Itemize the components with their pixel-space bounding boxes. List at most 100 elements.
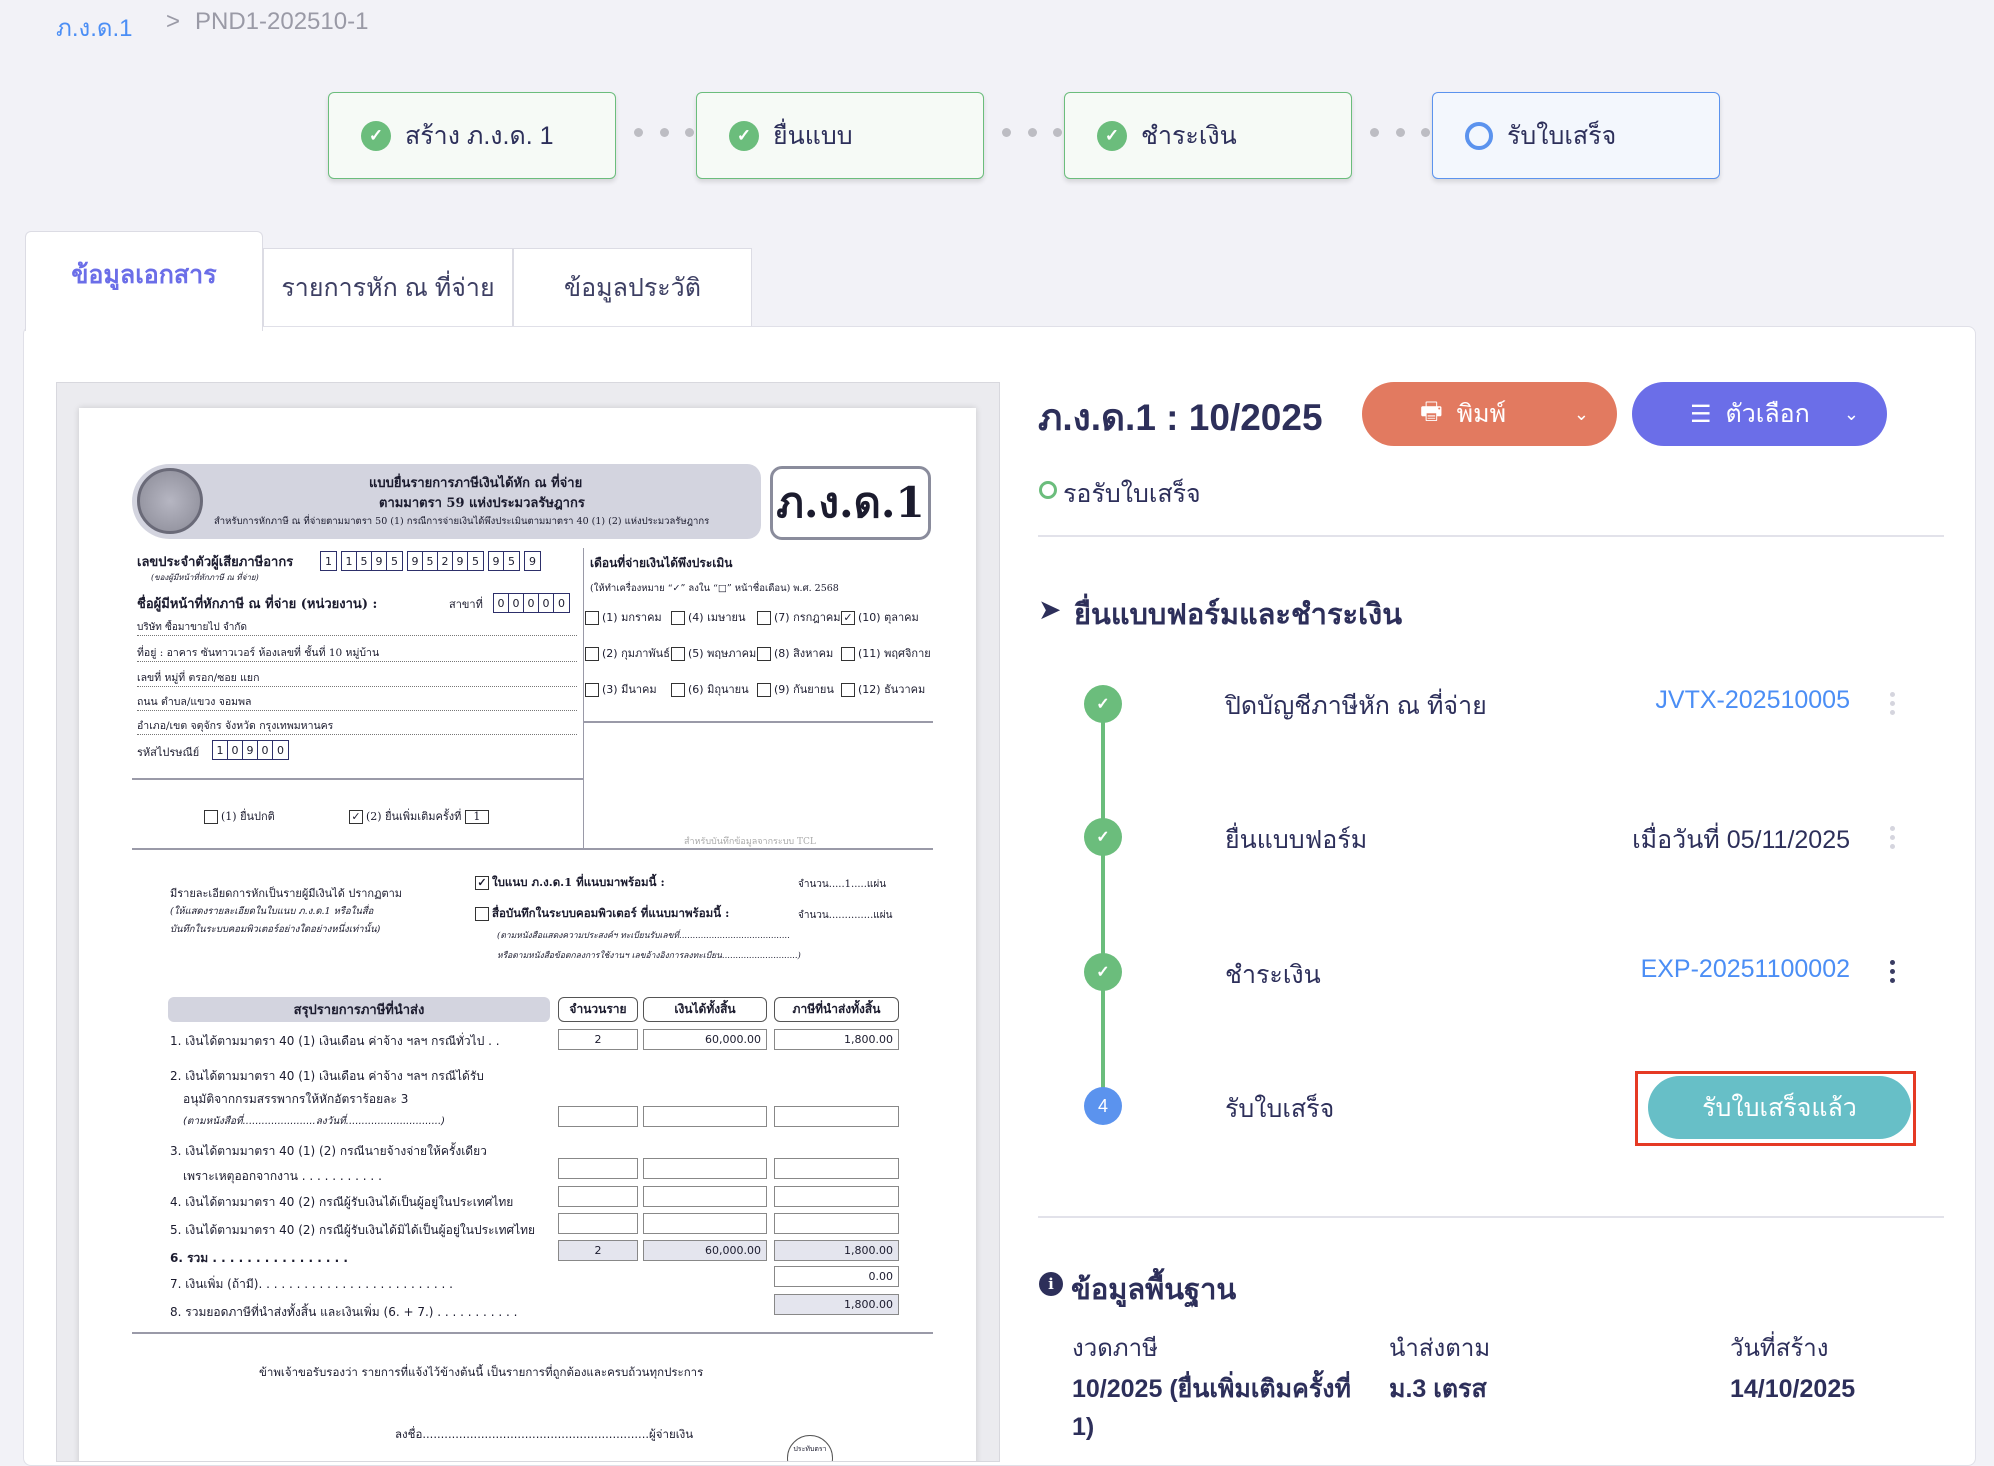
chevron-down-icon: ⌄ bbox=[1843, 403, 1859, 424]
chevron-down-icon: ⌄ bbox=[1573, 403, 1589, 424]
more-vertical-icon[interactable] bbox=[1886, 692, 1898, 715]
timeline-label: รับใบเสร็จ bbox=[1225, 1095, 1335, 1123]
paper-plane-icon: ➤ bbox=[1038, 594, 1062, 625]
attachment-sheet-checkbox: ✓ bbox=[475, 876, 489, 890]
month-checkbox bbox=[841, 647, 855, 661]
digit-box: 1 bbox=[325, 554, 332, 568]
breadcrumb-separator: > bbox=[166, 8, 181, 35]
more-vertical-icon[interactable] bbox=[1886, 826, 1898, 849]
summary-row-label: 1. เงินได้ตามมาตรา 40 (1) เงินเดือน ค่าจ… bbox=[170, 1034, 500, 1048]
form-subtitle: ตามมาตรา 59 แห่งประมวลรัษฎากร bbox=[379, 496, 585, 511]
step-create: ✓ สร้าง ภ.ง.ด. 1 bbox=[328, 92, 616, 179]
total-tax: 1,800.00 bbox=[774, 1240, 899, 1261]
options-label: ตัวเลือก bbox=[1725, 400, 1810, 428]
divider bbox=[1038, 535, 1944, 537]
row1-count: 2 bbox=[558, 1029, 638, 1050]
breadcrumb-root[interactable]: ภ.ง.ด.1 bbox=[56, 15, 133, 42]
divider bbox=[1038, 1216, 1944, 1218]
month-checkbox bbox=[585, 683, 599, 697]
month-label: (1) มกราคม bbox=[602, 611, 662, 624]
tab-withholding-items[interactable]: รายการหัก ณ ที่จ่าย bbox=[263, 248, 513, 327]
digit-box: 1 bbox=[213, 741, 228, 759]
row1-income: 60,000.00 bbox=[643, 1029, 767, 1050]
circle-outline-icon bbox=[1465, 121, 1493, 150]
receipt-received-button[interactable]: รับใบเสร็จแล้ว bbox=[1648, 1076, 1911, 1139]
filing-additional-label: (2) ยื่นเพิ่มเติมครั้งที่ bbox=[366, 810, 462, 823]
breadcrumb-root-link[interactable]: ภ.ง.ด.1 bbox=[56, 8, 132, 47]
attachment-media-checkbox bbox=[475, 907, 489, 921]
row4-count bbox=[558, 1186, 638, 1207]
section-title-basic-info: ข้อมูลพื้นฐาน bbox=[1071, 1274, 1237, 1306]
attachment-text: มีรายละเอียดการหักเป็นรายผู้มีเงินได้ ปร… bbox=[170, 887, 403, 900]
month-checkboxes: (1) มกราคม (2) กุมภาพันธ์ (3) มีนาคม (4) เม… bbox=[585, 608, 931, 716]
attachment-note: (ตามหนังสือแสดงความประสงค์ฯ ทะเบียนรับเล… bbox=[497, 931, 790, 941]
digit-box: 0 bbox=[509, 594, 524, 612]
form-title: แบบยื่นรายการภาษีเงินได้หัก ณ ที่จ่าย bbox=[369, 476, 583, 491]
digit-box: 9 bbox=[453, 552, 468, 570]
attachment-text: บันทึกในระบบคอมพิวเตอร์อย่างใดอย่างหนึ่ง… bbox=[170, 924, 381, 935]
month-checkbox bbox=[841, 683, 855, 697]
page-title: ภ.ง.ด.1 : 10/2025 bbox=[1038, 397, 1323, 438]
expense-link[interactable]: EXP-20251100002 bbox=[1640, 955, 1850, 983]
address-line: ที่อยู่ : อาคาร ซันทาวเวอร์ ห้องเลขที่ ช… bbox=[137, 644, 577, 662]
grand-total-tax: 1,800.00 bbox=[774, 1294, 899, 1315]
month-checkbox bbox=[757, 611, 771, 625]
info-value-submit-under: ม.3 เตรส bbox=[1389, 1375, 1487, 1403]
month-label: (7) กรกฎาคม bbox=[774, 611, 841, 624]
month-checkbox bbox=[757, 683, 771, 697]
month-option: (6) มิถุนายน bbox=[671, 680, 757, 716]
document-preview[interactable]: แบบยื่นรายการภาษีเงินได้หัก ณ ที่จ่าย ตา… bbox=[56, 382, 1000, 1462]
month-option: (12) ธันวาคม bbox=[841, 680, 931, 716]
digit-box: 0 bbox=[494, 594, 509, 612]
attachment-sheet-label: ใบแนบ ภ.ง.ด.1 ที่แนบมาพร้อมนี้ : bbox=[492, 875, 665, 889]
total-count: 2 bbox=[558, 1240, 638, 1261]
options-button[interactable]: ☰ ตัวเลือก ⌄ bbox=[1632, 382, 1887, 446]
month-option: ✓ (10) ตุลาคม bbox=[841, 608, 931, 644]
month-label: (2) กุมภาพันธ์ bbox=[602, 647, 670, 660]
step-number-badge: 4 bbox=[1084, 1087, 1122, 1125]
digit-box: 1 bbox=[342, 552, 357, 570]
more-vertical-icon[interactable] bbox=[1886, 960, 1898, 983]
tab-document-info[interactable]: ข้อมูลเอกสาร bbox=[25, 231, 263, 331]
check-circle-icon: ✓ bbox=[1097, 120, 1127, 151]
total-income: 60,000.00 bbox=[643, 1240, 767, 1261]
column-header-count: จำนวนราย bbox=[558, 997, 638, 1022]
summary-row-label: 8. รวมยอดภาษีที่นำส่งทั้งสิ้น และเงินเพิ… bbox=[170, 1305, 518, 1319]
step-label: ชำระเงิน bbox=[1141, 121, 1237, 150]
step-pay: ✓ ชำระเงิน bbox=[1064, 92, 1352, 179]
month-label: (8) สิงหาคม bbox=[774, 647, 834, 660]
summary-row-label: 7. เงินเพิ่ม (ถ้ามี). . . . . . . . . . … bbox=[170, 1277, 453, 1291]
check-icon: ✓ bbox=[1084, 818, 1122, 856]
print-button[interactable]: 🖶 พิมพ์ ⌄ bbox=[1362, 382, 1617, 446]
payer-name-label: ชื่อผู้มีหน้าที่หักภาษี ณ ที่จ่าย (หน่วย… bbox=[137, 597, 378, 612]
info-icon: i bbox=[1039, 1272, 1063, 1296]
month-label: (10) ตุลาคม bbox=[858, 611, 919, 624]
timeline-label: ปิดบัญชีภาษีหัก ณ ที่จ่าย bbox=[1225, 692, 1487, 720]
summary-row-label: 5. เงินได้ตามมาตรา 40 (2) กรณีผู้รับเงิน… bbox=[170, 1223, 536, 1237]
digit-box: 0 bbox=[524, 594, 539, 612]
digit-group: 1 bbox=[320, 551, 337, 571]
info-value-tax-period: 10/2025 (ยื่นเพิ่มเติมครั้งที่ 1) bbox=[1072, 1375, 1351, 1441]
month-option: (1) มกราคม bbox=[585, 608, 671, 644]
digit-box: 9 bbox=[529, 554, 536, 568]
month-checkbox: ✓ bbox=[841, 611, 855, 625]
digit-group: 9 bbox=[524, 551, 541, 571]
timeline-label: ยื่นแบบฟอร์ม bbox=[1225, 826, 1368, 854]
address-line: เลขที่ หมู่ที่ ตรอก/ซอย แยก bbox=[137, 669, 577, 687]
tab-history[interactable]: ข้อมูลประวัติ bbox=[513, 248, 752, 327]
status-circle-icon bbox=[1039, 481, 1057, 499]
certification-text: ข้าพเจ้าขอรับรองว่า รายการที่แจ้งไว้ข้าง… bbox=[259, 1365, 704, 1379]
attachment-note: หรือตามหนังสือข้อตกลงการใช้งานฯ เลขอ้างอ… bbox=[497, 951, 801, 961]
month-option: (7) กรกฎาคม bbox=[757, 608, 841, 644]
journal-link[interactable]: JVTX-202510005 bbox=[1655, 686, 1850, 714]
summary-row-label: 4. เงินได้ตามมาตรา 40 (2) กรณีผู้รับเงิน… bbox=[170, 1195, 514, 1209]
info-label-created-date: วันที่สร้าง bbox=[1730, 1335, 1829, 1362]
month-label: (4) เมษายน bbox=[688, 611, 746, 624]
digit-box: 5 bbox=[391, 554, 398, 568]
divider bbox=[132, 1332, 933, 1334]
month-label: (12) ธันวาคม bbox=[858, 683, 926, 696]
